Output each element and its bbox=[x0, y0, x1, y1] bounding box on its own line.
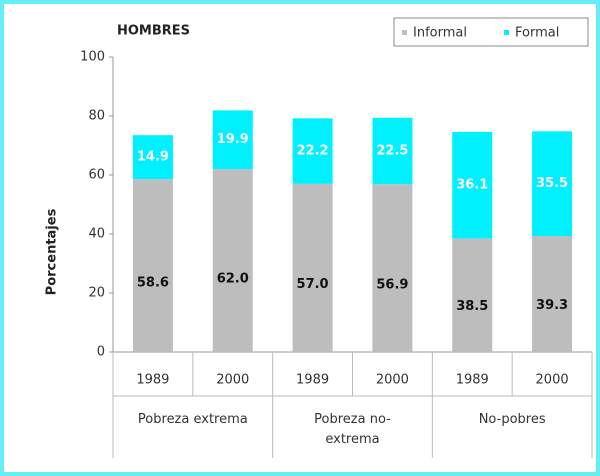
data-label: 38.5 bbox=[456, 299, 488, 314]
data-label: 36.1 bbox=[456, 178, 488, 193]
data-label: 57.0 bbox=[297, 277, 329, 292]
data-label: 22.2 bbox=[297, 144, 329, 159]
group-label: No-pobres bbox=[478, 412, 546, 427]
bar-segment bbox=[452, 238, 493, 352]
x-tick-label: 2000 bbox=[536, 373, 569, 388]
bar-segment bbox=[132, 135, 173, 180]
data-label: 14.9 bbox=[137, 150, 169, 165]
legend-swatch bbox=[402, 30, 407, 35]
x-tick-label: 1989 bbox=[296, 373, 329, 388]
y-tick-label: 80 bbox=[88, 109, 105, 124]
group-label: Pobreza extrema bbox=[137, 412, 248, 427]
y-tick-label: 0 bbox=[97, 345, 105, 360]
legend-label: Formal bbox=[515, 26, 559, 41]
bar-segment bbox=[212, 169, 253, 352]
y-tick-label: 60 bbox=[88, 168, 105, 183]
legend-box bbox=[393, 17, 589, 47]
data-label: 56.9 bbox=[376, 277, 408, 292]
bar-segment bbox=[212, 110, 253, 170]
bar-segment bbox=[292, 118, 333, 184]
chart-title: HOMBRES bbox=[117, 24, 190, 39]
data-label: 62.0 bbox=[217, 271, 249, 286]
bar-segment bbox=[372, 184, 413, 352]
y-tick-label: 100 bbox=[80, 50, 105, 65]
y-tick-label: 20 bbox=[88, 286, 105, 301]
x-tick-label: 1989 bbox=[136, 373, 169, 388]
data-label: 22.5 bbox=[376, 143, 408, 158]
data-label: 35.5 bbox=[536, 176, 568, 191]
bar-segment bbox=[132, 179, 173, 352]
x-tick-label: 1989 bbox=[456, 373, 489, 388]
legend-swatch bbox=[504, 30, 509, 35]
bar-segment bbox=[372, 117, 413, 185]
x-tick-label: 2000 bbox=[216, 373, 249, 388]
bar-segment bbox=[532, 236, 573, 352]
data-label: 39.3 bbox=[536, 298, 568, 313]
group-label: Pobreza no-extrema bbox=[314, 412, 391, 447]
legend-label: Informal bbox=[413, 26, 467, 41]
data-label: 58.6 bbox=[137, 275, 169, 290]
bar-segment bbox=[532, 131, 573, 237]
data-label: 19.9 bbox=[217, 132, 249, 147]
y-axis-label: Porcentajes bbox=[45, 208, 60, 295]
bar-segment bbox=[292, 183, 333, 352]
bar-segment bbox=[452, 131, 493, 239]
y-tick-label: 40 bbox=[88, 227, 105, 242]
x-tick-label: 2000 bbox=[376, 373, 409, 388]
